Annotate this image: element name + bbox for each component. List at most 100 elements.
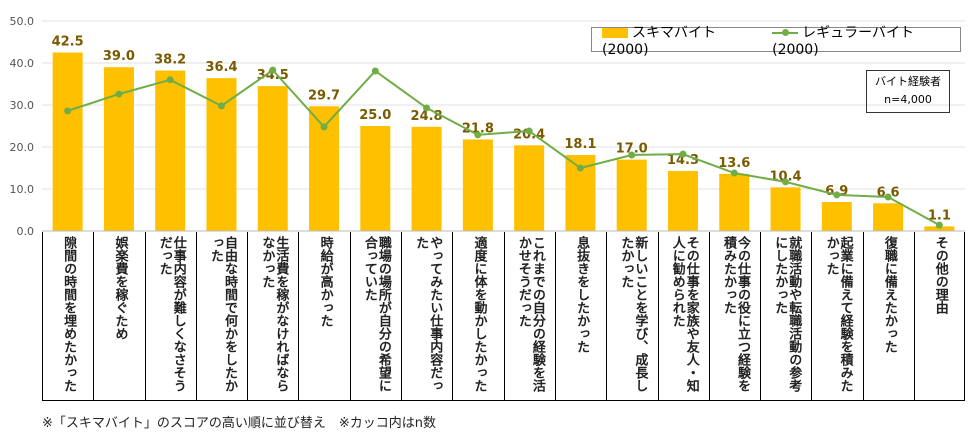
y-tick-label: 40.0 bbox=[10, 57, 35, 70]
line-point bbox=[64, 107, 72, 115]
x-tick-label: 仕事内容が難しくなさそうだった bbox=[156, 236, 186, 392]
bar bbox=[514, 145, 545, 231]
bar bbox=[360, 126, 391, 231]
bar bbox=[873, 203, 904, 231]
y-tick-label: 10.0 bbox=[10, 183, 35, 196]
bar-data-label: 18.1 bbox=[564, 137, 596, 152]
bar-data-label: 25.0 bbox=[359, 108, 391, 123]
line-point bbox=[833, 191, 841, 199]
bar bbox=[52, 52, 83, 231]
bar bbox=[667, 170, 698, 231]
line-series bbox=[67, 68, 940, 226]
line-point bbox=[474, 131, 482, 139]
category-cell: 息抜きをしたかった bbox=[554, 232, 606, 400]
x-tick-label: 隙間の時間を埋めたかった bbox=[61, 236, 77, 392]
note-line1: バイト経験者 bbox=[875, 75, 941, 88]
x-tick-label: 起業に備えて経験を積みたかった bbox=[823, 236, 853, 392]
bar-data-label: 17.0 bbox=[616, 142, 648, 157]
category-cell: これまでの自分の経験を活かせそうだった bbox=[503, 232, 555, 400]
legend-bar-label: スキマバイト(2000) bbox=[602, 24, 716, 58]
category-cell: 生活費を稼がなければならなかった bbox=[247, 232, 298, 400]
line-point bbox=[884, 193, 892, 201]
y-tick-label: 50.0 bbox=[10, 15, 35, 28]
x-tick-label: 息抜きをしたかった bbox=[574, 236, 590, 353]
bar-data-label: 36.4 bbox=[205, 60, 237, 75]
category-cell: 仕事内容が難しくなさそうだった bbox=[144, 232, 196, 400]
category-cell: 時給が高かった bbox=[298, 232, 349, 400]
x-tick-label: 新しいことを学び、成長したかった bbox=[618, 236, 648, 392]
bar-data-label: 38.2 bbox=[154, 53, 186, 68]
sample-note: バイト経験者 n=4,000 bbox=[866, 70, 950, 113]
category-cell: 復職に備えたかった bbox=[862, 232, 914, 400]
category-cell: その他の理由 bbox=[914, 232, 966, 400]
line-point bbox=[679, 150, 687, 158]
line-point bbox=[217, 102, 225, 110]
bar bbox=[719, 173, 750, 231]
line-point bbox=[576, 164, 584, 172]
y-tick-label: 30.0 bbox=[10, 99, 35, 112]
x-tick-label: これまでの自分の経験を活かせそうだった bbox=[515, 236, 545, 392]
line-point bbox=[628, 151, 636, 159]
x-tick-label: 今の仕事の役に立つ経験を積みたかった bbox=[721, 236, 750, 392]
category-cell: 今の仕事の役に立つ経験を積みたかった bbox=[708, 232, 760, 400]
line-point bbox=[423, 104, 431, 112]
x-tick-label: 職場の場所が自分の希望に合っていた bbox=[361, 236, 391, 392]
category-cell: 自由な時間で何かをしたかった bbox=[195, 232, 247, 400]
category-cell: やってみたい仕事内容だった bbox=[401, 232, 452, 400]
category-cell: 就職活動や転職活動の参考にしたかった bbox=[760, 232, 811, 400]
y-tick-label: 20.0 bbox=[10, 141, 35, 154]
bar bbox=[770, 187, 801, 231]
bar bbox=[616, 159, 647, 231]
line-point bbox=[935, 221, 943, 229]
y-tick-label: 0.0 bbox=[17, 225, 35, 238]
x-tick-label: 就職活動や転職活動の参考にしたかった bbox=[772, 236, 802, 392]
x-tick-label: 適度に体を動かしたかった bbox=[471, 236, 487, 392]
category-cell: 新しいことを学び、成長したかった bbox=[606, 232, 657, 400]
line-point bbox=[269, 66, 277, 74]
bar bbox=[411, 126, 442, 231]
legend-line-item: レギュラーバイト(2000) bbox=[772, 22, 960, 58]
line-point bbox=[166, 76, 174, 84]
bar bbox=[821, 202, 852, 231]
legend-bar-item: スキマバイト(2000) bbox=[602, 22, 762, 58]
line-point bbox=[782, 178, 790, 186]
line-point bbox=[320, 123, 328, 131]
x-tick-label: 復職に備えたかった bbox=[881, 236, 897, 353]
bar bbox=[257, 86, 288, 231]
footnote: ※「スキマバイト」のスコアの高い順に並び替え ※カッコ内はn数 bbox=[42, 416, 437, 431]
category-cell: 隙間の時間を埋めたかった bbox=[42, 232, 93, 400]
legend-bar-swatch bbox=[602, 27, 628, 38]
category-labels: 隙間の時間を埋めたかった 娯楽費を稼ぐため 仕事内容が難しくなさそうだった 自由な時間… bbox=[42, 232, 966, 401]
line-point bbox=[371, 67, 379, 75]
x-tick-label: 時給が高かった bbox=[317, 236, 333, 327]
bar-data-label: 39.0 bbox=[103, 49, 135, 64]
legend-line-label: レギュラーバイト(2000) bbox=[772, 24, 914, 58]
category-cell: その仕事を家族や友人・知人に勧められた bbox=[657, 232, 709, 400]
note-line2: n=4,000 bbox=[884, 93, 932, 106]
x-tick-label: 娯楽費を稼ぐため bbox=[112, 236, 128, 340]
bar-data-label: 21.8 bbox=[462, 121, 494, 136]
bar bbox=[155, 70, 186, 231]
line-point bbox=[730, 169, 738, 177]
x-tick-label: やってみたい仕事内容だった bbox=[413, 236, 443, 392]
category-cell: 起業に備えて経験を積みたかった bbox=[811, 232, 862, 400]
bar-data-label: 42.5 bbox=[52, 35, 84, 50]
bar-data-label: 13.6 bbox=[718, 156, 750, 171]
line-point bbox=[525, 127, 533, 135]
bar bbox=[462, 139, 493, 231]
x-tick-label: その仕事を家族や友人・知人に勧められた bbox=[669, 236, 699, 392]
x-tick-label: 自由な時間で何かをしたかった bbox=[208, 236, 238, 392]
category-cell: 職場の場所が自分の希望に合っていた bbox=[349, 232, 401, 400]
bar-data-label: 1.1 bbox=[928, 208, 951, 223]
category-cell: 娯楽費を稼ぐため bbox=[93, 232, 144, 400]
bar bbox=[924, 226, 955, 231]
x-tick-label: その他の理由 bbox=[932, 236, 948, 314]
line-point bbox=[115, 90, 123, 98]
legend: スキマバイト(2000) レギュラーバイト(2000) bbox=[591, 25, 961, 58]
category-cell: 適度に体を動かしたかった bbox=[452, 232, 503, 400]
bar-data-label: 29.7 bbox=[308, 88, 340, 103]
x-tick-label: 生活費を稼がなければならなかった bbox=[259, 236, 289, 392]
legend-line-swatch bbox=[772, 28, 799, 36]
